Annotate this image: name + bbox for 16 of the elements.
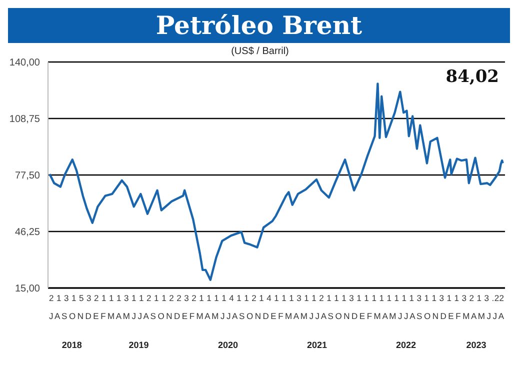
x-tick-label: 2023	[466, 340, 486, 350]
x-tick-label: 2019	[128, 340, 149, 350]
annotation: 84,02	[446, 67, 499, 87]
chart-title: Petróleo Brent	[8, 8, 510, 43]
y-tick-label: 46,25	[14, 227, 40, 238]
x-tick-label: 2020	[218, 340, 238, 350]
text: 2 1 3 1 5 3 2 1 1 1 3 1 1 2 1 1 2 2 3 2 1 1 1 1 4 1 1 2 1 4 1 1 1 3 1 1 2 1 1 1 3 1 1 1 1 1 1 1 1 3 1 1 3 1 1 3 2 1 3 .22	[49, 293, 504, 303]
chart-subtitle: (US$ / Barril)	[230, 46, 290, 57]
y-tick-label: 15,00	[14, 284, 40, 295]
y-tick-label: 108,75	[9, 114, 40, 126]
y-tick-label: 77,50	[14, 170, 40, 182]
x-tick-label: 2018	[62, 340, 82, 350]
text: J A S O N D E F M A M J J A S O N D E F M A M J J A S O N D E F M A M J J A S O N D E F M A M J J A S O N D E F M A M J J A	[49, 311, 504, 321]
x-tick-label: 2022	[396, 340, 416, 350]
y-tick-label: 140,00	[9, 58, 40, 69]
x-tick-label: 2021	[306, 340, 327, 350]
